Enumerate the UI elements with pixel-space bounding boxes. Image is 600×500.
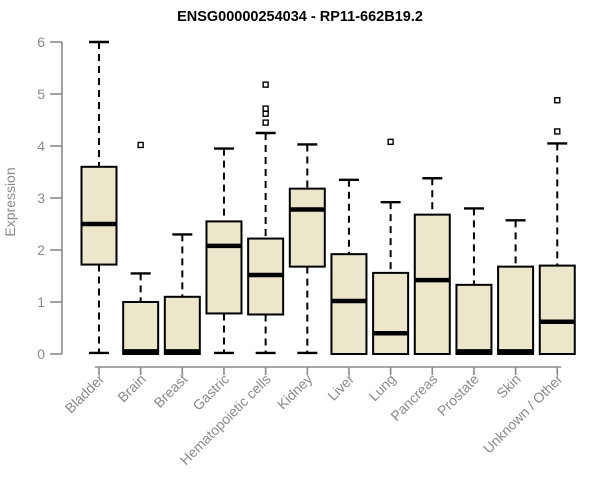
x-tick-label: Prostate — [434, 371, 482, 419]
iqr-box — [122, 301, 160, 355]
y-axis: 0 1 2 3 4 5 6 — [37, 34, 63, 362]
iqr-box — [288, 187, 326, 268]
x-tick-label: Kidney — [274, 371, 316, 413]
iqr-box — [413, 213, 451, 355]
x-tick-label: Brain — [114, 371, 148, 405]
box-brain — [122, 141, 160, 355]
y-tick-label: 6 — [37, 34, 45, 50]
chart-title: ENSG00000254034 - RP11-662B19.2 — [177, 9, 423, 25]
outlier-point — [262, 105, 269, 112]
outlier-point — [387, 138, 394, 146]
iqr-box — [372, 271, 410, 356]
iqr-box — [497, 265, 535, 356]
y-tick-label: 2 — [37, 242, 45, 258]
outlier-point — [262, 81, 269, 88]
x-tick-label: Breast — [151, 371, 191, 411]
y-tick-label: 4 — [37, 138, 45, 154]
box-pancreas — [413, 177, 451, 355]
y-tick-label: 3 — [37, 190, 45, 206]
box-kidney — [288, 143, 326, 355]
box-bladder — [80, 40, 118, 355]
box-hematopoietic-cells — [247, 81, 285, 355]
iqr-box — [330, 253, 368, 355]
x-tick-label: Lung — [365, 371, 398, 404]
y-tick-label: 0 — [37, 346, 45, 362]
outlier-point — [554, 128, 561, 135]
y-tick-label: 5 — [37, 86, 45, 102]
box-unknown-other — [538, 97, 576, 356]
x-tick-label: Liver — [324, 371, 357, 404]
y-axis-label: Expression — [2, 167, 18, 236]
outlier-point — [137, 141, 144, 149]
box-liver — [330, 178, 368, 355]
box-skin — [497, 219, 535, 356]
box-prostate — [455, 207, 493, 355]
x-tick-label: Skin — [493, 371, 524, 402]
x-tick-label: Unknown / Other — [480, 371, 566, 457]
iqr-box — [538, 264, 576, 356]
y-tick-label: 1 — [37, 294, 45, 310]
boxes-group — [80, 40, 576, 356]
outlier-point — [262, 119, 269, 126]
box-lung — [372, 138, 410, 356]
outlier-point — [262, 110, 269, 117]
x-tick-label: Bladder — [62, 371, 108, 417]
outlier-point — [554, 97, 561, 104]
iqr-box — [80, 165, 118, 266]
iqr-box — [205, 220, 243, 315]
iqr-box — [455, 283, 493, 355]
iqr-box — [163, 295, 201, 355]
box-breast — [163, 233, 201, 355]
box-gastric — [205, 147, 243, 355]
